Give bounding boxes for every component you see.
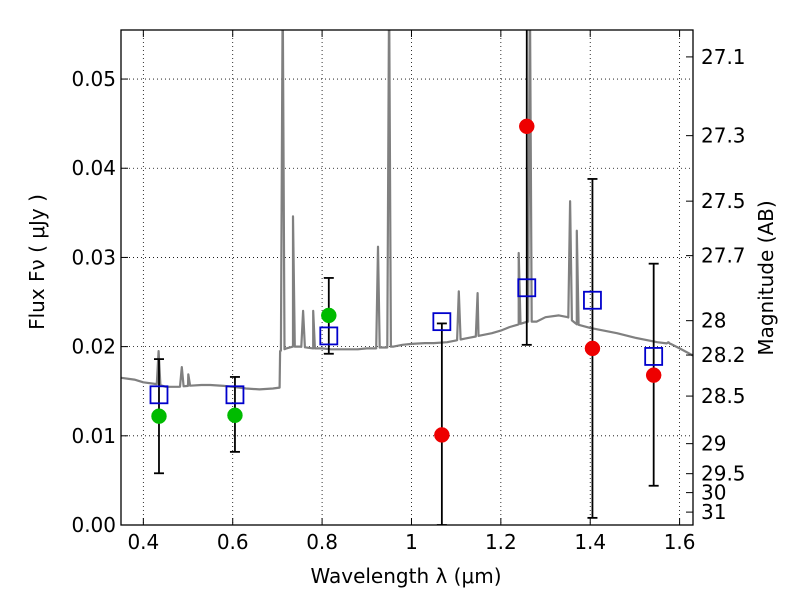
right-axis-label: Magnitude (AB) [754,200,778,355]
y-axis-ticks: 0.00 0.01 0.02 0.03 0.04 0.05 [71,67,128,537]
right-tick-label: 27.1 [701,45,746,69]
y-axis-label: Flux Fν ( μJy ) [25,194,49,330]
y-tick-label: 0.04 [71,156,116,180]
data-point-square [319,326,339,346]
x-tick-label: 0.4 [127,530,159,554]
right-tick-label: 27.7 [701,244,746,268]
x-axis-label: Wavelength λ (μm) [310,564,501,588]
x-tick-label: 1.6 [664,530,696,554]
data-point-square [225,385,245,405]
template-spectrum [121,30,693,391]
data-point-circle [321,307,337,324]
right-tick-label: 27.5 [701,189,746,213]
right-tick-label: 31 [701,500,726,524]
y-tick-label: 0.02 [71,335,116,359]
right-tick-label: 28.5 [701,384,746,408]
right-tick-label: 29 [701,432,726,456]
data-point-circle [519,118,535,135]
right-tick-label: 27.3 [701,124,746,148]
right-tick-label: 29.5 [701,462,746,486]
y-tick-label: 0.03 [71,245,116,269]
x-axis-ticks: 0.4 0.6 0.8 1 1.2 1.4 1.6 [127,30,696,554]
data-point-square [644,347,664,366]
data-point-square [583,290,602,310]
y-tick-label: 0.01 [71,424,116,448]
x-tick-label: 1 [405,530,418,554]
errorbars [153,30,659,525]
data-point-circle [434,427,450,443]
data-point-circle [151,408,167,424]
data-point-square [432,312,452,332]
data-point-square [149,385,169,405]
data-point-circle [645,367,662,383]
right-tick-label: 28 [701,309,726,333]
data-point-square [517,278,537,298]
data-point-circle [584,340,601,357]
data-point-circle [227,407,243,424]
x-tick-label: 0.8 [306,530,338,554]
x-tick-label: 1.4 [574,530,606,554]
y-tick-label: 0.05 [71,67,116,91]
data-markers [149,118,664,443]
grid [121,30,693,526]
template-spectrum-line [121,30,693,391]
plot-frame [120,29,694,526]
y-tick-label: 0.00 [71,513,116,537]
x-tick-label: 0.6 [217,530,249,554]
right-tick-label: 30 [701,481,726,505]
x-tick-label: 1.2 [485,530,517,554]
right-tick-label: 28.2 [701,343,746,367]
